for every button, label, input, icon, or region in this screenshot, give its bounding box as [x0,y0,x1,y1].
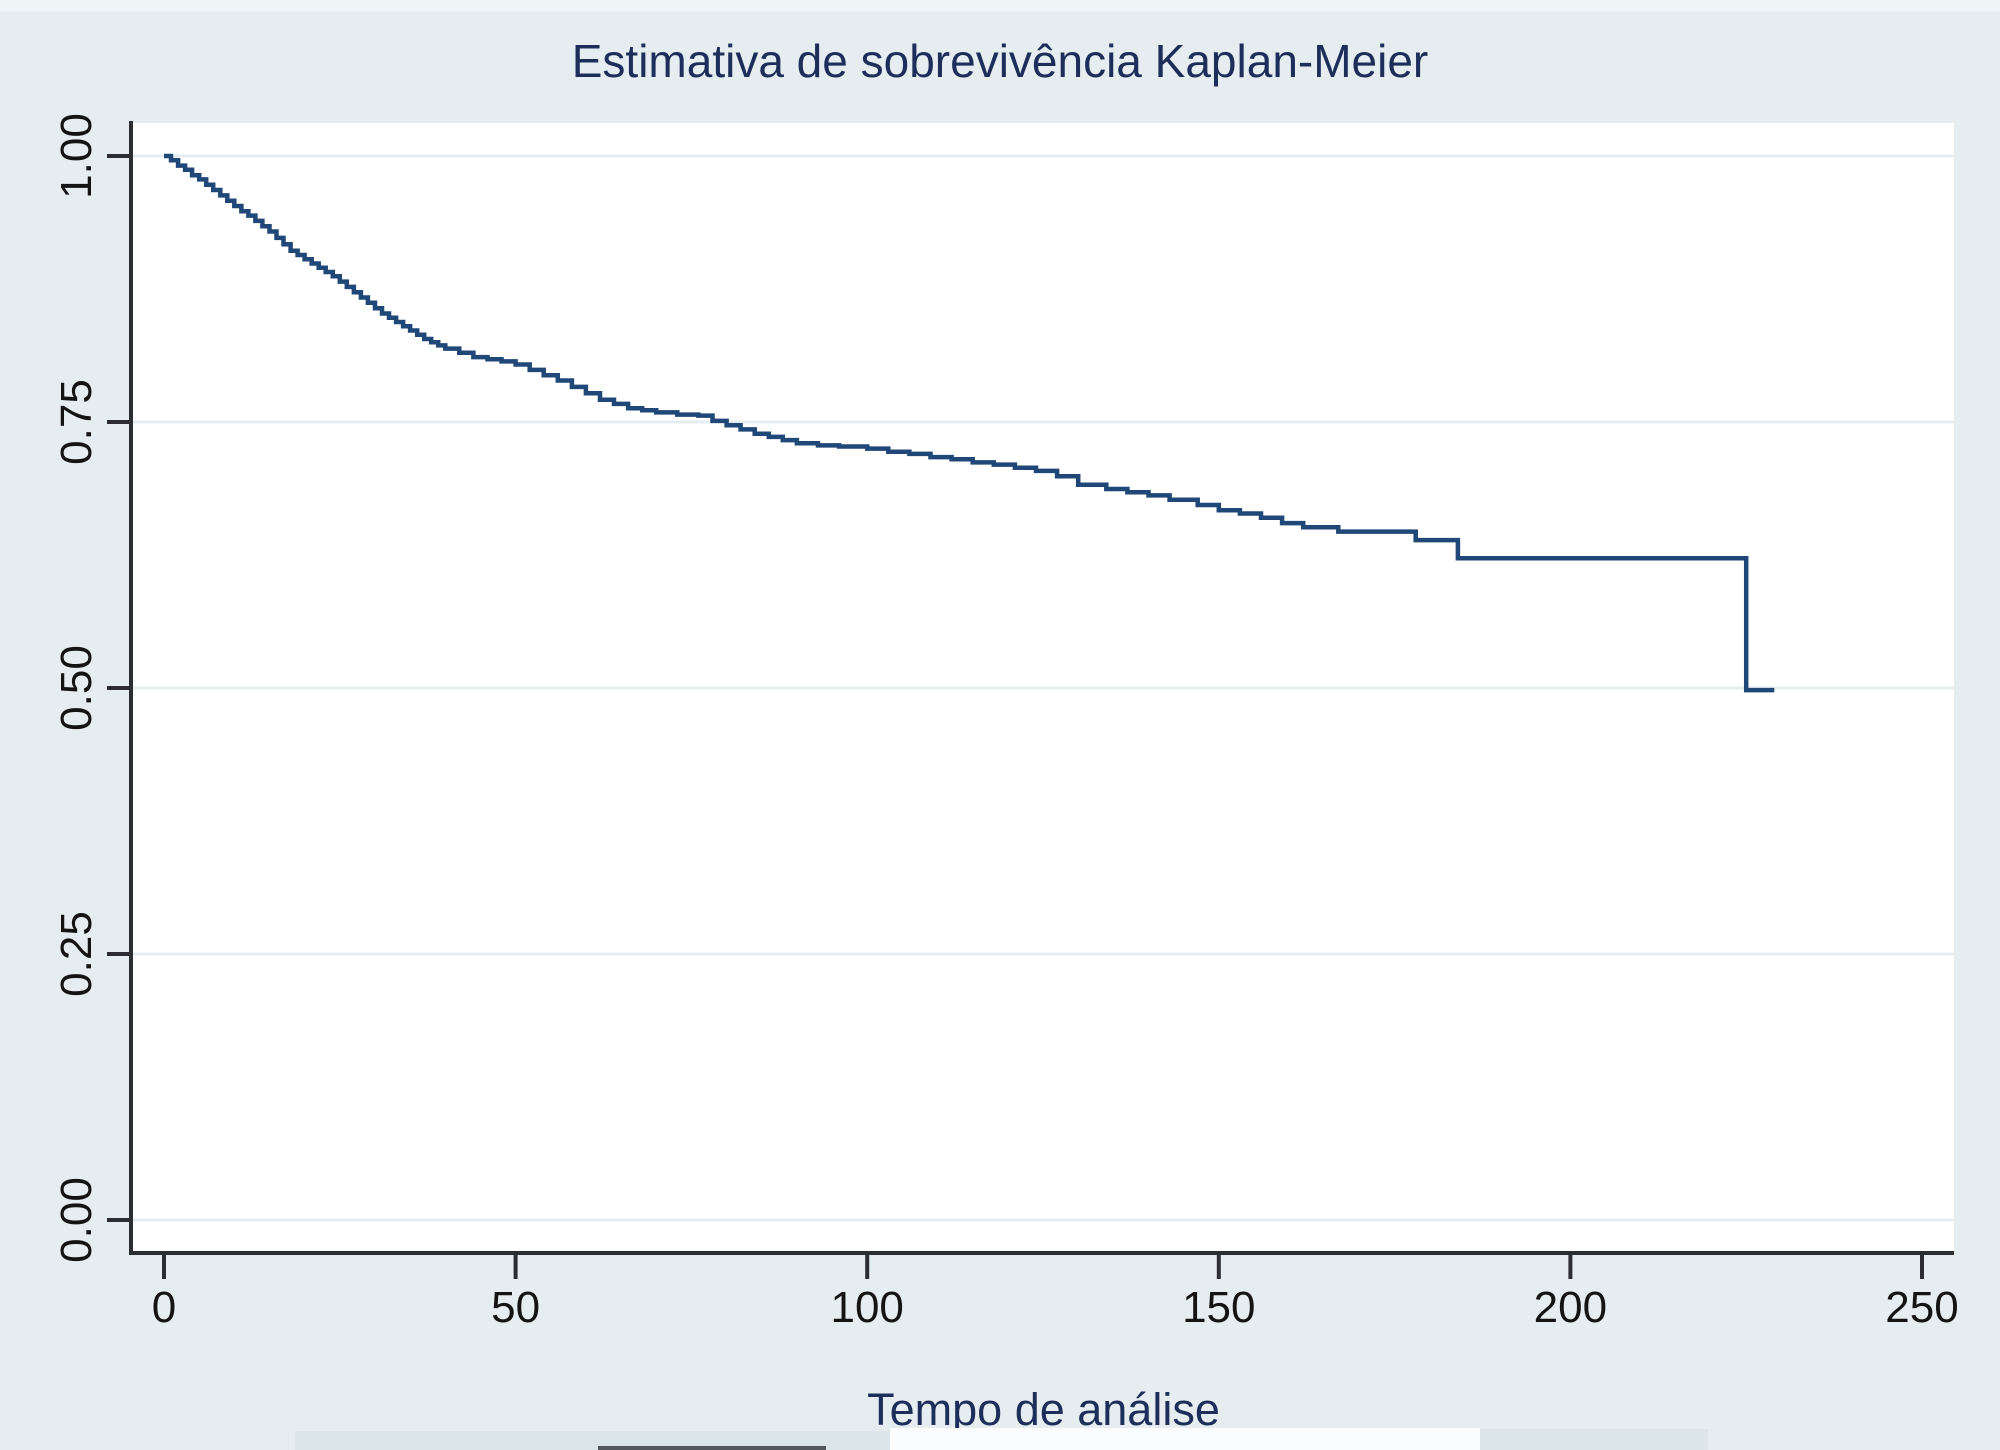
x-tick-label-200: 200 [1533,1283,1608,1332]
x-tick-label-150: 150 [1182,1283,1256,1332]
x-tick-label-250: 250 [1885,1283,1959,1332]
x-tick-label-0: 0 [151,1283,177,1332]
y-tick-label-0.00: 0.00 [52,1177,101,1263]
y-tick-label-0.75: 0.75 [52,379,101,465]
scan-artifact-top [0,0,2000,11]
y-tick-label-1.00: 1.00 [52,113,101,199]
scan-artifact-bottom-right [1480,1429,1708,1450]
x-tick-label-50: 50 [491,1283,541,1332]
scan-artifact-dark-line [598,1446,826,1450]
chart-title: Estimativa de sobrevivência Kaplan-Meier [571,35,1429,87]
scan-artifact-bottom-center [890,1428,1480,1450]
y-tick-label-0.25: 0.25 [52,911,101,997]
survival-curve [164,153,1775,693]
y-tick-label-0.50: 0.50 [52,645,101,731]
scan-artifact-bottom-left [295,1431,890,1450]
x-tick-label-100: 100 [830,1283,904,1332]
x-axis-title: Tempo de análise [867,1384,1220,1435]
